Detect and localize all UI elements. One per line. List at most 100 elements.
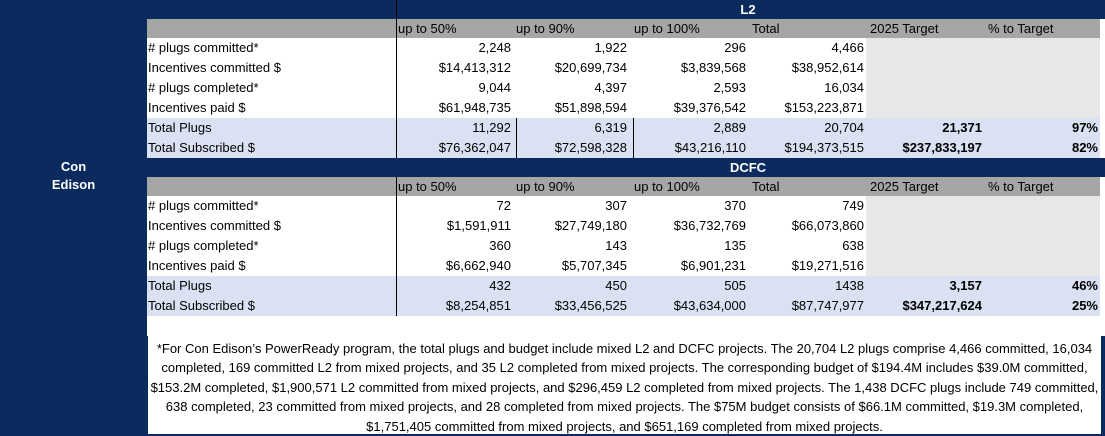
dcfc-row-total-plugs: Total Plugs 432 450 505 1438 3,157 46% — [147, 276, 1100, 296]
dcfc-header-up-to-90: up to 90% — [516, 179, 575, 194]
cell-up-to-90: 143 — [605, 238, 627, 253]
dcfc-row-plugs-completed: # plugs completed* 360 143 135 638 — [147, 236, 1100, 256]
row-label: # plugs completed* — [148, 80, 259, 95]
l2-row-plugs-completed: # plugs completed* 9,044 4,397 2,593 16,… — [147, 78, 1100, 98]
footnote-box: *For Con Edison’s PowerReady program, th… — [147, 336, 1105, 436]
dcfc-row-incentives-committed: Incentives committed $ $1,591,911 $27,74… — [147, 216, 1100, 236]
row-label: Total Subscribed $ — [148, 298, 255, 313]
row-label: # plugs committed* — [148, 40, 259, 55]
cell-up-to-50: 360 — [489, 238, 511, 253]
dcfc-row-plugs-committed: # plugs committed* 72 307 370 749 — [147, 196, 1100, 216]
row-label: Incentives committed $ — [148, 60, 281, 75]
row-label: Total Subscribed $ — [148, 140, 255, 155]
l2-header-pct: % to Target — [988, 21, 1054, 36]
row-label: Incentives paid $ — [148, 100, 246, 115]
dcfc-header-total: Total — [752, 179, 780, 194]
cell-pct-to-target: 97% — [1071, 120, 1098, 135]
cell-up-to-90: 6,319 — [594, 120, 627, 135]
cell-up-to-90: 1,922 — [594, 40, 627, 55]
cell-total: 20,704 — [824, 120, 864, 135]
cell-target: $237,833,197 — [902, 140, 982, 155]
dcfc-column-divider-left — [396, 177, 397, 316]
utility-name-line2: Edison — [51, 177, 96, 192]
l2-header-target: 2025 Target — [870, 21, 939, 36]
cell-total: 638 — [842, 238, 864, 253]
cell-total: 4,466 — [831, 40, 864, 55]
cell-up-to-90: $20,699,734 — [554, 60, 627, 75]
row-label: # plugs committed* — [148, 198, 259, 213]
l2-row-incentives-paid: Incentives paid $ $61,948,735 $51,898,59… — [147, 98, 1100, 118]
cell-up-to-50: 2,248 — [478, 40, 511, 55]
cell-up-to-100: $43,634,000 — [673, 298, 746, 313]
cell-target: $347,217,624 — [902, 298, 982, 313]
cell-up-to-50: $6,662,940 — [445, 258, 511, 273]
cell-total: $19,271,516 — [791, 258, 864, 273]
utility-name-line1: Con — [60, 159, 87, 174]
cell-up-to-50: 9,044 — [478, 80, 511, 95]
cell-up-to-50: $8,254,851 — [445, 298, 511, 313]
cell-up-to-50: 11,292 — [472, 120, 511, 135]
cell-up-to-50: 72 — [496, 198, 511, 213]
cell-up-to-100: 2,593 — [713, 80, 746, 95]
cell-target: 3,157 — [949, 278, 982, 293]
cell-up-to-90: $72,598,328 — [554, 140, 627, 155]
dcfc-header-target: 2025 Target — [870, 179, 939, 194]
l2-column-divider-left — [396, 0, 397, 158]
cell-up-to-100: 2,889 — [713, 120, 746, 135]
cell-target: 21,371 — [942, 120, 982, 135]
cell-up-to-90: $5,707,345 — [561, 258, 627, 273]
cell-up-to-90: 450 — [605, 278, 627, 293]
cell-pct-to-target: 82% — [1071, 140, 1098, 155]
cell-up-to-90: 307 — [605, 198, 627, 213]
cell-up-to-50: $1,591,911 — [446, 218, 511, 233]
l2-title: L2 — [740, 2, 756, 17]
row-label: Incentives committed $ — [148, 218, 281, 233]
row-label: Incentives paid $ — [148, 258, 246, 273]
cell-total: $87,747,977 — [791, 298, 864, 313]
dcfc-title-band — [147, 158, 1105, 177]
cell-up-to-50: $14,413,312 — [438, 60, 511, 75]
cell-up-to-100: $3,839,568 — [680, 60, 746, 75]
row-label: Total Plugs — [148, 278, 212, 293]
l2-header-total: Total — [752, 21, 780, 36]
l2-header-up-to-50: up to 50% — [398, 21, 457, 36]
row-label: Total Plugs — [148, 120, 212, 135]
l2-row-total-plugs: Total Plugs 11,292 6,319 2,889 20,704 21… — [147, 118, 1100, 138]
cell-up-to-100: $36,732,769 — [673, 218, 746, 233]
dcfc-row-total-subscribed: Total Subscribed $ $8,254,851 $33,456,52… — [147, 296, 1100, 316]
row-label: # plugs completed* — [148, 238, 259, 253]
cell-up-to-50: $61,948,735 — [438, 100, 511, 115]
l2-row-plugs-committed: # plugs committed* 2,248 1,922 296 4,466 — [147, 38, 1100, 58]
cell-total: 16,034 — [824, 80, 864, 95]
cell-up-to-100: 505 — [724, 278, 746, 293]
l2-header-row: up to 50% up to 90% up to 100% Total 202… — [147, 19, 1100, 38]
l2-header-up-to-100: up to 100% — [634, 21, 700, 36]
dcfc-row-incentives-paid: Incentives paid $ $6,662,940 $5,707,345 … — [147, 256, 1100, 276]
dcfc-header-up-to-100: up to 100% — [634, 179, 700, 194]
cell-total: 1438 — [835, 278, 864, 293]
dcfc-header-up-to-50: up to 50% — [398, 179, 457, 194]
cell-up-to-100: 135 — [724, 238, 746, 253]
cell-up-to-100: 296 — [724, 40, 746, 55]
dcfc-empty-target-area — [866, 196, 1100, 276]
cell-up-to-50: 432 — [489, 278, 511, 293]
footnote-text: *For Con Edison’s PowerReady program, th… — [150, 341, 1099, 434]
cell-total: $38,952,614 — [791, 60, 864, 75]
l2-header-up-to-90: up to 90% — [516, 21, 575, 36]
cell-total: $194,373,515 — [784, 140, 864, 155]
dcfc-header-row: up to 50% up to 90% up to 100% Total 202… — [147, 177, 1100, 196]
l2-empty-target-area — [866, 38, 1100, 118]
l2-column-divider-90 — [516, 118, 517, 158]
cell-total: $66,073,860 — [791, 218, 864, 233]
l2-title-band — [147, 0, 1105, 19]
cell-pct-to-target: 46% — [1071, 278, 1098, 293]
cell-up-to-90: $33,456,525 — [554, 298, 627, 313]
l2-column-divider-100 — [633, 118, 634, 158]
cell-up-to-90: 4,397 — [594, 80, 627, 95]
cell-up-to-90: $51,898,594 — [554, 100, 627, 115]
utility-sidebar: Con Edison — [0, 0, 147, 436]
cell-total: 749 — [842, 198, 864, 213]
l2-row-total-subscribed: Total Subscribed $ $76,362,047 $72,598,3… — [147, 138, 1100, 158]
cell-up-to-100: $43,216,110 — [674, 140, 746, 155]
cell-pct-to-target: 25% — [1071, 298, 1098, 313]
